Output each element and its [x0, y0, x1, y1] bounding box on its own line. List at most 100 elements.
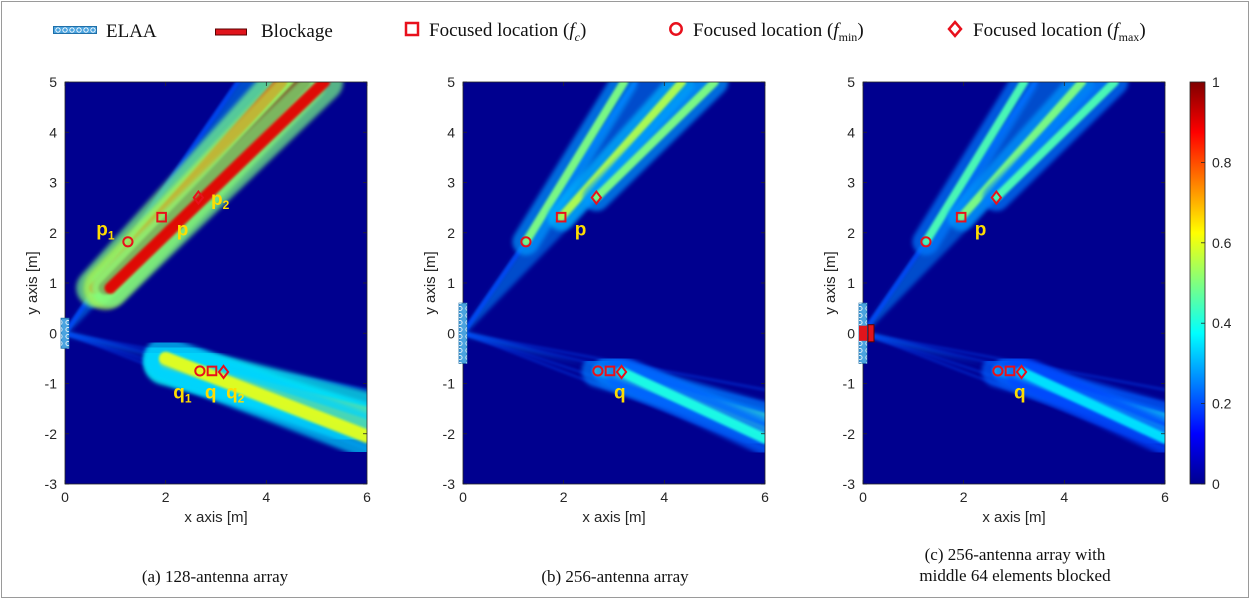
y-tick-label: -1	[45, 376, 58, 392]
y-tick-label: 1	[847, 275, 855, 291]
y-axis-label: y axis [m]	[822, 251, 839, 314]
x-tick-label: 6	[1161, 489, 1169, 505]
y-tick-label: 3	[49, 175, 57, 191]
fmax-marker	[1015, 364, 1028, 380]
y-tick-label: 4	[847, 124, 855, 140]
fmax-marker	[590, 189, 603, 206]
beam-core-q-2	[159, 351, 367, 443]
beam-core-p-2	[104, 82, 331, 294]
beam-layer	[463, 82, 765, 456]
x-axis-label: x axis [m]	[582, 509, 645, 526]
x-tick-label: 6	[363, 489, 371, 505]
beam-lobe-p	[863, 82, 1112, 337]
point-label-p1: p1	[96, 219, 115, 242]
y-tick-label: -2	[443, 426, 456, 442]
y-tick-label: 0	[49, 325, 57, 341]
legend-fmax-label: Focused location (fmax)	[973, 19, 1146, 44]
elaa-array-icon	[53, 21, 97, 43]
y-tick-label: -1	[443, 376, 456, 392]
point-label-q1: q1	[173, 383, 192, 406]
y-tick-label: -2	[45, 426, 58, 442]
fmin-marker	[194, 365, 206, 377]
point-label-p: p	[975, 219, 987, 240]
point-label-q: q	[1014, 383, 1026, 404]
blockage	[867, 324, 875, 343]
colorbar-tick-label: 0.6	[1212, 235, 1232, 251]
x-tick-label: 0	[61, 489, 69, 505]
x-axis-label: x axis [m]	[982, 509, 1045, 526]
caption-c: (c) 256-antenna array with middle 64 ele…	[860, 544, 1170, 586]
focus-markers-p	[122, 189, 205, 248]
side-lobe	[863, 331, 1165, 392]
y-tick-label: -2	[843, 426, 856, 442]
legend-blockage: Blockage	[215, 20, 333, 44]
colorbar-tick-label: 0.8	[1212, 154, 1232, 170]
x-tick-label: 2	[162, 489, 170, 505]
caption-c-line-1: (c) 256-antenna array with	[924, 545, 1106, 564]
point-label-q: q	[614, 383, 626, 404]
beam-core-q-2	[616, 366, 765, 444]
point-label-q: q	[205, 383, 217, 404]
fmin-marker	[592, 365, 604, 377]
focus-markers-q	[592, 364, 628, 380]
y-tick-label: 4	[49, 124, 57, 140]
colorbar-tick-label: 0.2	[1212, 396, 1232, 412]
x-tick-label: 2	[560, 489, 568, 505]
beam-core-p-0	[921, 82, 1029, 246]
fmin-marker	[520, 236, 532, 248]
point-label-q2: q2	[226, 383, 245, 406]
x-tick-label: 2	[960, 489, 968, 505]
legend-blockage-label: Blockage	[261, 21, 333, 42]
colorbar-tick-label: 0	[1212, 476, 1220, 492]
caption-c-line-2: middle 64 elements blocked	[919, 566, 1111, 585]
focus-markers-p	[520, 189, 603, 248]
fmax-marker	[217, 364, 230, 380]
y-axis-label: y axis [m]	[24, 251, 41, 314]
blockage-icon	[215, 21, 247, 43]
caption-a: (a) 128-antenna array	[141, 567, 289, 586]
fc-marker	[206, 365, 218, 377]
y-tick-label: 0	[847, 325, 855, 341]
point-label-p: p	[575, 219, 587, 240]
y-tick-label: 2	[49, 225, 57, 241]
side-lobe	[463, 331, 765, 392]
diamond-marker-icon	[946, 20, 964, 44]
caption-b: (b) 256-antenna array	[541, 567, 689, 586]
beam-layer	[863, 82, 1165, 456]
y-tick-label: 3	[447, 175, 455, 191]
y-tick-label: -3	[443, 476, 456, 492]
fc-marker	[1004, 365, 1016, 377]
beam-core-p-2	[592, 82, 719, 202]
focus-markers-p	[920, 189, 1003, 248]
side-lobe	[463, 331, 765, 451]
fmax-marker	[990, 189, 1003, 206]
point-label-p2: p2	[211, 189, 230, 212]
x-tick-label: 0	[859, 489, 867, 505]
blocked-elements	[859, 325, 867, 341]
fc-marker	[604, 365, 616, 377]
legend-elaa-label: ELAA	[106, 21, 157, 42]
y-tick-label: 0	[447, 325, 455, 341]
y-tick-label: 1	[447, 275, 455, 291]
circle-marker-icon	[668, 21, 684, 43]
fmax-marker	[192, 189, 205, 206]
x-tick-label: 0	[459, 489, 467, 505]
x-tick-label: 4	[660, 489, 668, 505]
panel-b: -3 -2 -1 0 1 2 3 4 5 0 2 4 6 x axis [m] y axis [m] p q	[422, 74, 769, 526]
beam-core-p-1	[556, 82, 687, 222]
colorbar-tick-label: 1	[1212, 74, 1220, 90]
panel-c: -3 -2 -1 0 1 2 3 4 5 0 2 4 6 x axis [m] y axis [m] p q	[822, 74, 1169, 526]
y-axis-label: y axis [m]	[422, 251, 439, 314]
fmin-marker	[122, 236, 134, 248]
legend-fmin-label: Focused location (fmin)	[693, 19, 864, 44]
fc-marker	[156, 211, 167, 223]
y-tick-label: 5	[49, 74, 57, 90]
y-tick-label: -1	[843, 376, 856, 392]
square-marker-icon	[404, 21, 420, 43]
y-tick-label: 2	[847, 225, 855, 241]
legend-fmax: Focused location (fmax)	[946, 20, 1146, 44]
point-label-p: p	[177, 219, 189, 240]
focus-markers-q	[194, 364, 230, 380]
